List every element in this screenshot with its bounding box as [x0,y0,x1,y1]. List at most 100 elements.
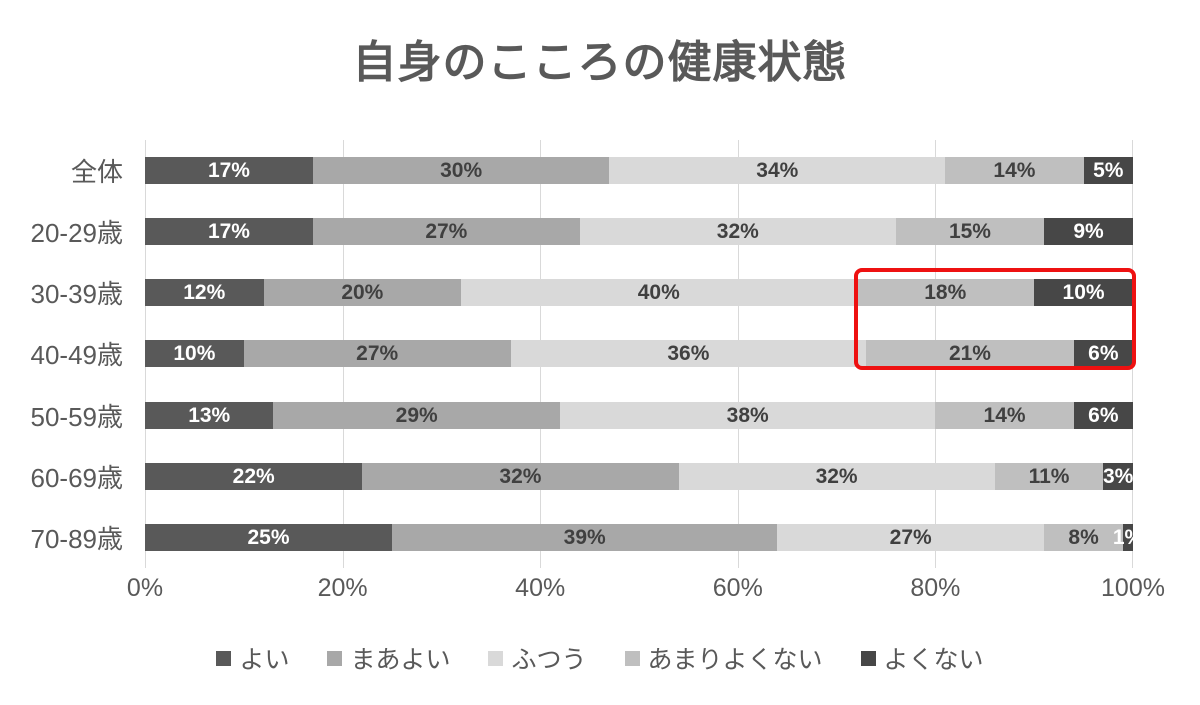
segment-label: 12% [183,281,226,305]
bar-rows-layer: 17% 30% 34% 14% 5% 17% 27% 32% 15% 9% 12% 20% 40% 18%… [145,140,1133,568]
y-axis-label: 20-29歳 [30,218,124,249]
segment-label: 21% [948,342,991,366]
x-axis-tick-label: 60% [712,574,763,602]
bar-row: 17% 27% 32% 15% 9% [145,201,1133,262]
stacked-bar: 12% 20% 40% 18% 10% [145,279,1133,307]
bar-segment: 32% [579,218,896,246]
legend-marker [488,650,504,666]
x-axis-tick-label: 0% [126,574,164,602]
segment-label: 27% [425,220,468,244]
x-axis-tick-label: 100% [1101,574,1165,602]
bar-segment: 18% [856,279,1035,307]
bar-segment: 10% [1034,279,1133,307]
segment-label: 14% [983,403,1026,427]
plot-area: 17% 30% 34% 14% 5% 17% 27% 32% 15% 9% 12% 20% 40% 18%… [145,140,1133,568]
legend-label: よくない [883,646,984,674]
segment-label: 40% [637,281,680,305]
bar-segment: 6% [1073,340,1133,368]
segment-label: 14% [993,159,1036,183]
segment-label: 27% [889,525,932,549]
segment-label: 29% [395,403,438,427]
y-axis-label: 50-59歳 [30,401,124,432]
legend-marker [860,650,876,666]
segment-label: 38% [726,403,769,427]
segment-label: 32% [716,220,759,244]
stacked-bar: 17% 27% 32% 15% 9% [145,218,1133,246]
segment-label: 36% [667,342,710,366]
stacked-bar: 25% 39% 27% 8% 1% [145,523,1133,551]
bar-segment: 40% [461,279,857,307]
legend-label: ふつう [511,646,587,674]
bar-segment: 22% [145,462,363,490]
segment-label: 1% [1112,525,1133,549]
segment-label: 30% [440,159,483,183]
stacked-bar: 13% 29% 38% 14% 6% [145,401,1133,429]
bar-segment: 3% [1102,462,1133,490]
segment-label: 20% [341,281,384,305]
bar-segment: 20% [263,279,462,307]
bar-segment: 17% [145,157,313,185]
segment-label: 18% [924,281,967,305]
y-axis-labels: 全体 20-29歳 30-39歳 40-49歳 50-59歳 60-69歳 70-89歳 [0,140,133,568]
bar-segment: 6% [1073,401,1133,429]
y-axis-label: 70-89歳 [30,523,124,554]
segment-label: 11% [1028,464,1070,488]
segment-label: 32% [815,464,858,488]
segment-label: 22% [232,464,275,488]
bar-segment: 32% [678,462,995,490]
bar-segment: 14% [935,401,1074,429]
segment-label: 15% [948,220,991,244]
segment-label: 27% [356,342,399,366]
legend-marker [216,650,232,666]
legend: よい まあよい ふつう あまりよくない よくない [0,640,1200,676]
segment-label: 8% [1068,525,1099,549]
legend-label: よい [239,646,290,674]
bar-segment: 17% [145,218,313,246]
bar-row: 12% 20% 40% 18% 10% [145,262,1133,323]
y-axis-label: 60-69歳 [30,462,124,493]
y-axis-label: 30-39歳 [30,279,124,310]
legend-marker [624,650,640,666]
segment-label: 6% [1088,403,1119,427]
segment-label: 39% [563,525,606,549]
bar-segment: 30% [312,157,610,185]
bar-row: 13% 29% 38% 14% 6% [145,385,1133,446]
bar-segment: 29% [273,401,560,429]
segment-label: 17% [207,159,250,183]
stacked-bar: 22% 32% 32% 11% 3% [145,462,1133,490]
bar-segment: 13% [145,401,274,429]
x-axis: 0% 20% 40% 60% 80% 100% [127,574,1165,606]
stacked-bar: 10% 27% 36% 21% 6% [145,340,1133,368]
segment-label: 34% [756,159,799,183]
bar-segment: 11% [994,462,1104,490]
bar-segment: 8% [1044,523,1124,551]
bar-segment: 27% [312,218,580,246]
bar-segment: 21% [866,340,1074,368]
legend-marker [327,650,343,666]
segment-label: 3% [1102,464,1133,488]
bar-row: 25% 39% 27% 8% 1% [145,507,1133,568]
bar-segment: 12% [145,279,264,307]
bar-segment: 27% [243,340,511,368]
segment-label: 9% [1073,220,1104,244]
segment-label: 25% [247,525,290,549]
bar-segment: 34% [609,157,946,185]
bar-segment: 5% [1083,157,1133,185]
segment-label: 10% [173,342,216,366]
legend-label: まあよい [350,646,451,674]
segment-label: 13% [188,403,231,427]
bar-row: 10% 27% 36% 21% 6% [145,323,1133,384]
y-axis-label: 全体 [70,157,123,188]
segment-label: 17% [207,220,250,244]
segment-label: 10% [1062,281,1105,305]
bar-row: 22% 32% 32% 11% 3% [145,446,1133,507]
segment-label: 6% [1088,342,1119,366]
segment-label: 5% [1093,159,1124,183]
stacked-bar: 17% 30% 34% 14% 5% [145,157,1133,185]
legend-item: よい [216,640,289,676]
bar-segment: 10% [145,340,244,368]
chart-title: 自身のこころの健康状態 [352,38,848,87]
bar-segment: 38% [559,401,936,429]
bar-segment: 39% [392,523,778,551]
